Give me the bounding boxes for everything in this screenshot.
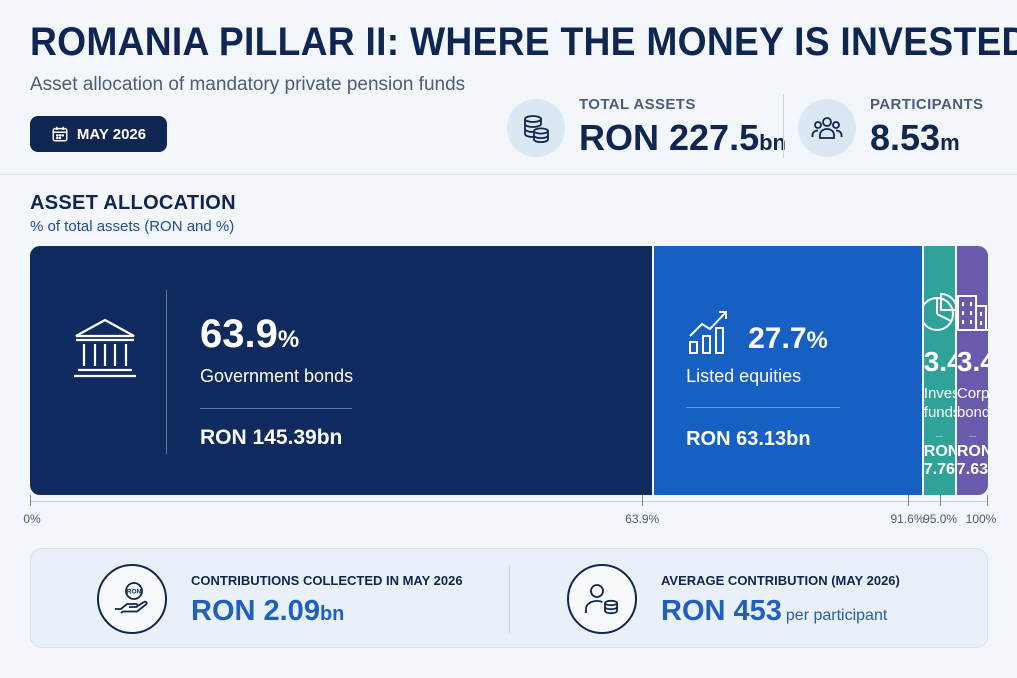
average-value: RON 453 per participant <box>661 595 888 627</box>
axis-tick-label: 0% <box>23 512 41 526</box>
axis-line <box>30 501 988 502</box>
hand-coin-icon: RON <box>97 564 167 634</box>
section-subtitle: % of total assets (RON and %) <box>30 218 235 235</box>
contributions-panel: RON CONTRIBUTIONS COLLECTED IN MAY 2026 … <box>30 548 988 648</box>
axis-tick-label: 91.6% <box>890 512 925 526</box>
office-building-icon <box>956 295 988 331</box>
segment-separator <box>968 436 976 437</box>
bar-segment-listed-equities: 27.7% Listed equities RON 63.13bn <box>652 246 922 495</box>
segment-amount: RON 63.13bn <box>686 428 811 450</box>
panel-divider <box>509 565 510 633</box>
coin-text: RON <box>127 589 142 596</box>
participants-value: 8.53m <box>870 117 960 158</box>
participants-label: PARTICIPANTS <box>870 96 984 113</box>
bar-segment-corporate-bonds: 3.4% Corporatebonds RON 7.63bn <box>954 246 988 495</box>
total-assets-label: TOTAL ASSETS <box>579 96 696 113</box>
segment-amount: RON 7.63bn <box>956 443 988 478</box>
axis-tick <box>987 495 988 506</box>
kpi-participants: PARTICIPANTS 8.53m <box>798 96 983 159</box>
pie-chart-icon <box>923 292 955 331</box>
header-divider <box>0 174 1017 175</box>
axis-tick-label: 63.9% <box>625 512 660 526</box>
average-label: AVERAGE CONTRIBUTION (MAY 2026) <box>661 573 900 588</box>
growth-chart-icon <box>689 311 728 354</box>
cumulative-axis: 0% 63.9% 91.6% 95.0% 100% <box>23 495 996 535</box>
total-assets-value: RON 227.5bn <box>579 117 786 158</box>
person-coins-icon <box>567 564 637 634</box>
segment-separator <box>200 408 352 409</box>
segment-label: Investmentfunds <box>923 385 955 421</box>
calendar-icon <box>52 126 68 142</box>
axis-tick-label: 95.0% <box>923 512 958 526</box>
segment-label: Listed equities <box>686 366 802 386</box>
axis-tick <box>940 495 942 506</box>
segment-amount: RON 145.39bn <box>200 426 343 449</box>
kpi-divider <box>783 94 784 158</box>
segment-separator <box>935 436 943 437</box>
coins-icon <box>507 98 565 157</box>
page-title: ROMANIA PILLAR II: WHERE THE MONEY IS IN… <box>30 20 1017 64</box>
segment-percent: 63.9% <box>200 312 300 356</box>
bank-icon <box>74 318 136 378</box>
kpi-total-assets: TOTAL ASSETS RON 227.5bn <box>507 96 786 159</box>
bar-segment-government-bonds: 63.9% Government bonds RON 145.39bn <box>30 246 653 495</box>
contributions-label: CONTRIBUTIONS COLLECTED IN MAY 2026 <box>191 573 463 588</box>
allocation-bar-chart: 63.9% Government bonds RON 145.39bn 27.7… <box>30 246 988 495</box>
people-icon <box>798 98 856 157</box>
contributions-value: RON 2.09bn <box>191 595 345 627</box>
segment-amount: RON 7.76bn <box>923 443 955 478</box>
section-title: ASSET ALLOCATION <box>30 192 236 214</box>
page-subtitle: Asset allocation of mandatory private pe… <box>30 74 466 95</box>
segment-divider <box>166 290 167 454</box>
bar-segment-investment-funds: 3.4% Investmentfunds RON 7.76bn <box>921 246 955 495</box>
segment-separator <box>686 407 841 408</box>
segment-percent: 27.7% <box>748 322 828 355</box>
date-badge: MAY 2026 <box>30 116 167 152</box>
axis-tick-label: 100% <box>965 512 997 526</box>
date-badge-label: MAY 2026 <box>76 125 147 143</box>
segment-label: Government bonds <box>200 366 354 386</box>
segment-percent: 3.4% <box>923 346 955 377</box>
axis-tick <box>642 495 644 506</box>
axis-tick <box>30 495 31 506</box>
segment-percent: 3.4% <box>956 346 988 377</box>
axis-tick <box>907 495 909 506</box>
segment-label: Corporatebonds <box>956 385 988 421</box>
